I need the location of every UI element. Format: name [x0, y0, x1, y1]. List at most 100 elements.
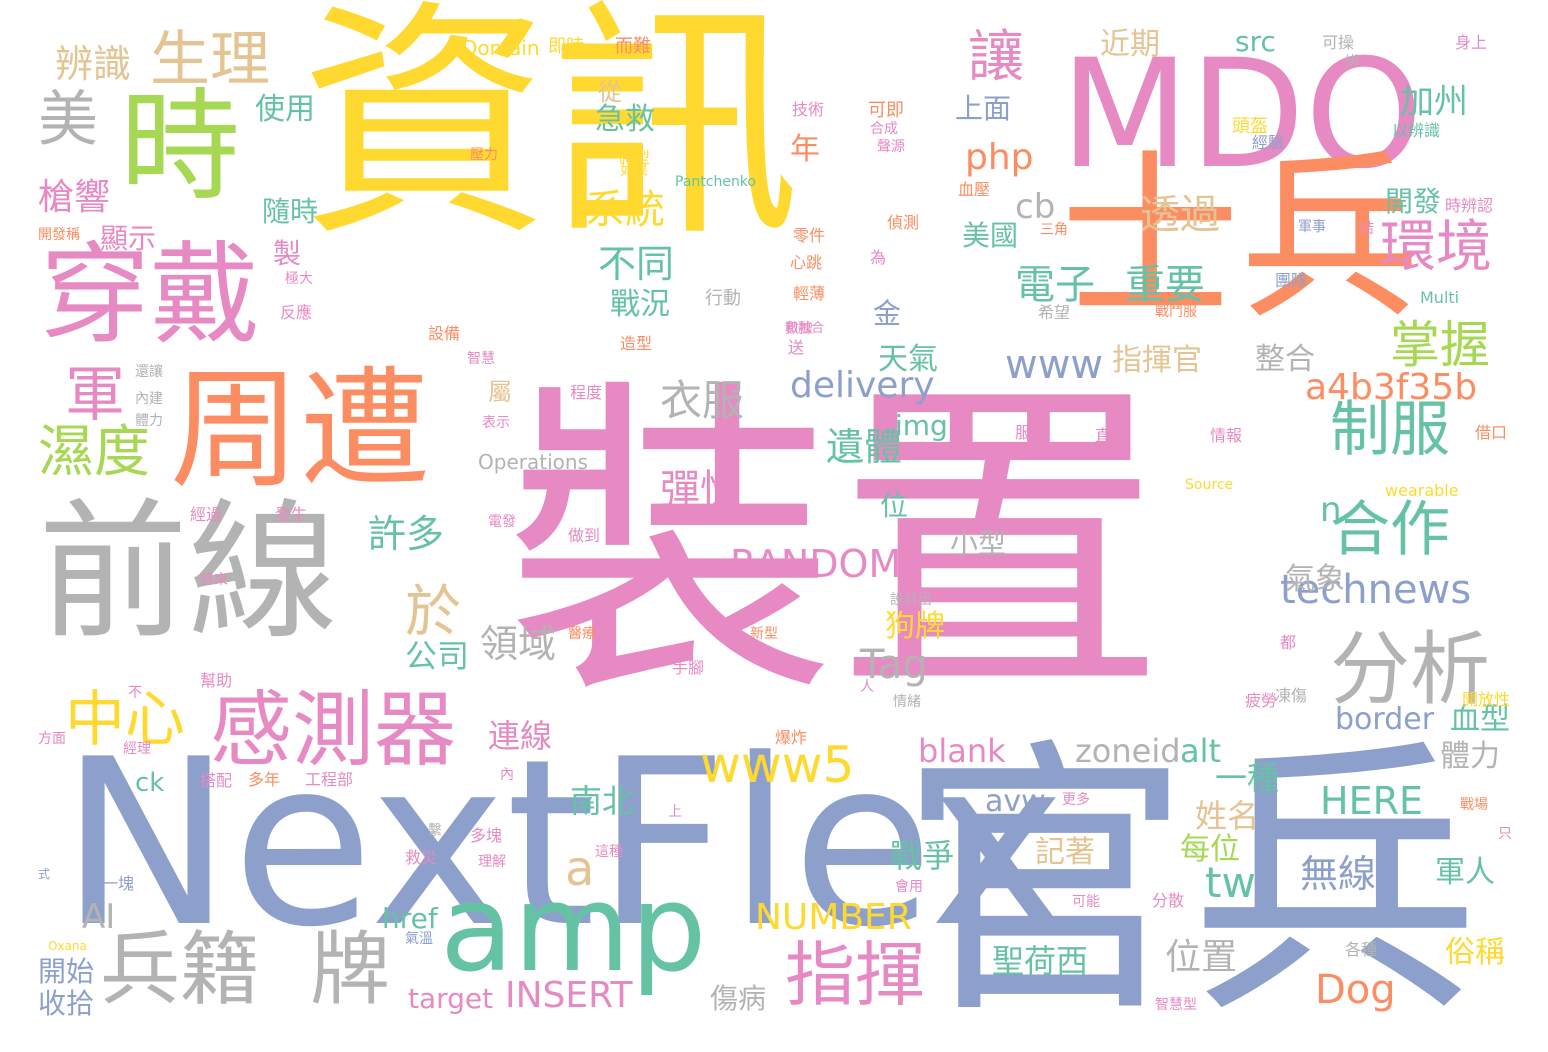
word-200: 和融合 — [785, 321, 825, 336]
word-130: 輕薄 — [793, 284, 826, 303]
word-53: 顯示 — [100, 222, 157, 255]
word-0: 裝置 — [505, 353, 1165, 737]
word-10: amp — [440, 860, 707, 999]
word-36: 軍 — [65, 360, 125, 430]
word-45: php — [965, 137, 1034, 178]
word-85: 每位 — [1180, 832, 1240, 867]
word-156: 情緒 — [893, 694, 921, 710]
word-170: 這種 — [595, 844, 623, 860]
word-52: 槍響 — [38, 177, 111, 218]
word-175: 各種 — [1345, 940, 1378, 959]
word-161: 工程部 — [305, 770, 354, 789]
word-190: 內 — [500, 767, 514, 783]
word-142: 借口 — [1475, 423, 1508, 442]
word-37: 於 — [405, 580, 461, 645]
word-80: 一種 — [1215, 759, 1280, 797]
word-49: src — [1235, 25, 1276, 58]
word-30: HERE — [1320, 779, 1423, 823]
word-141: 情報 — [1210, 426, 1243, 445]
word-105: 開發 — [1385, 185, 1442, 218]
word-46: cb — [1015, 187, 1056, 227]
word-112: 技術 — [792, 100, 825, 119]
word-47: 加州 — [1400, 82, 1468, 122]
word-96: 收拾 — [38, 987, 95, 1020]
word-32: www — [1005, 342, 1104, 388]
word-109: 而難 — [615, 36, 651, 57]
word-158: 經理 — [123, 741, 151, 757]
word-198: 聲源 — [877, 139, 905, 155]
word-111: 身上 — [1455, 33, 1488, 52]
word-149: 將來 — [200, 572, 228, 588]
word-88: 戰爭 — [890, 837, 955, 875]
word-74: 小型 — [950, 527, 1007, 560]
word-42: 透過 — [1140, 192, 1220, 238]
word-136: 戰鬥服 — [1155, 304, 1197, 320]
word-23: www5 — [700, 736, 855, 794]
word-104: 屬 — [488, 378, 512, 406]
word-145: 經過 — [190, 505, 223, 524]
word-39: tw — [1205, 858, 1256, 907]
word-195: 如果 — [620, 163, 648, 179]
word-177: Oxana — [48, 939, 87, 953]
word-126: 軍事 — [1298, 219, 1326, 235]
word-13: 感測器 — [210, 683, 457, 778]
word-102: 製 — [273, 237, 302, 270]
word-168: 理解 — [478, 854, 506, 870]
word-178: 氣溫 — [405, 931, 433, 947]
word-180: 式 — [38, 867, 51, 881]
word-15: 指揮 — [785, 934, 925, 1016]
word-133: 設備 — [428, 324, 461, 343]
word-101: 金 — [873, 297, 902, 330]
word-197: 合成 — [870, 121, 898, 137]
word-64: 南北 — [570, 782, 635, 820]
word-107: Domain — [462, 36, 540, 60]
word-41: 重要 — [1125, 262, 1205, 308]
word-72: 位 — [880, 489, 909, 522]
word-159: 搭配 — [200, 771, 233, 790]
word-60: 許多 — [368, 512, 445, 556]
word-132: 反應 — [280, 303, 313, 322]
word-151: 新型 — [750, 626, 778, 642]
word-83: avw — [985, 784, 1046, 819]
word-79: blank — [918, 732, 1006, 770]
word-61: 領域 — [480, 622, 557, 666]
word-92: 傷病 — [710, 982, 767, 1015]
word-187: 為 — [870, 248, 887, 267]
word-27: delivery — [790, 365, 935, 406]
word-108: 即時 — [548, 36, 584, 57]
word-90: 聖荷西 — [992, 942, 1089, 980]
word-164: 開放性 — [1462, 690, 1511, 709]
word-25: a4b3f35b — [1305, 367, 1478, 408]
word-182: 還讓 — [135, 364, 163, 380]
word-199: 數據 — [785, 321, 813, 337]
word-26: RANDOM — [730, 542, 902, 586]
word-138: 程度 — [570, 383, 603, 402]
word-186: 極大 — [285, 271, 313, 287]
word-153: 都 — [1280, 633, 1297, 652]
word-77: border — [1335, 702, 1435, 737]
word-38: a — [565, 841, 595, 897]
word-51: 使用 — [255, 92, 315, 127]
word-71: img — [895, 409, 948, 442]
word-129: 行動 — [705, 288, 741, 309]
word-118: 微型 — [618, 148, 651, 167]
word-140: 直接 — [1095, 426, 1128, 445]
word-78: 血型 — [1450, 702, 1510, 737]
word-50: 辨識 — [55, 42, 132, 86]
word-144: wearable — [1385, 481, 1459, 500]
word-192: 只 — [1498, 826, 1512, 842]
word-128: 團隊 — [1275, 271, 1308, 290]
word-135: 希望 — [1038, 303, 1071, 322]
word-154: 凍傷 — [1275, 686, 1308, 705]
word-114: 頭盔 — [1232, 116, 1268, 137]
word-143: Source — [1185, 477, 1234, 493]
word-97: AI — [82, 897, 116, 937]
word-40: 電子 — [1015, 262, 1095, 308]
word-179: 設計出 — [890, 592, 932, 608]
word-165: 更多 — [1062, 792, 1090, 808]
word-7: 周遭 — [170, 354, 431, 506]
word-121: 時辨認 — [1445, 196, 1494, 215]
word-185: 繫 — [428, 823, 442, 839]
word-173: 可能 — [1072, 894, 1100, 910]
